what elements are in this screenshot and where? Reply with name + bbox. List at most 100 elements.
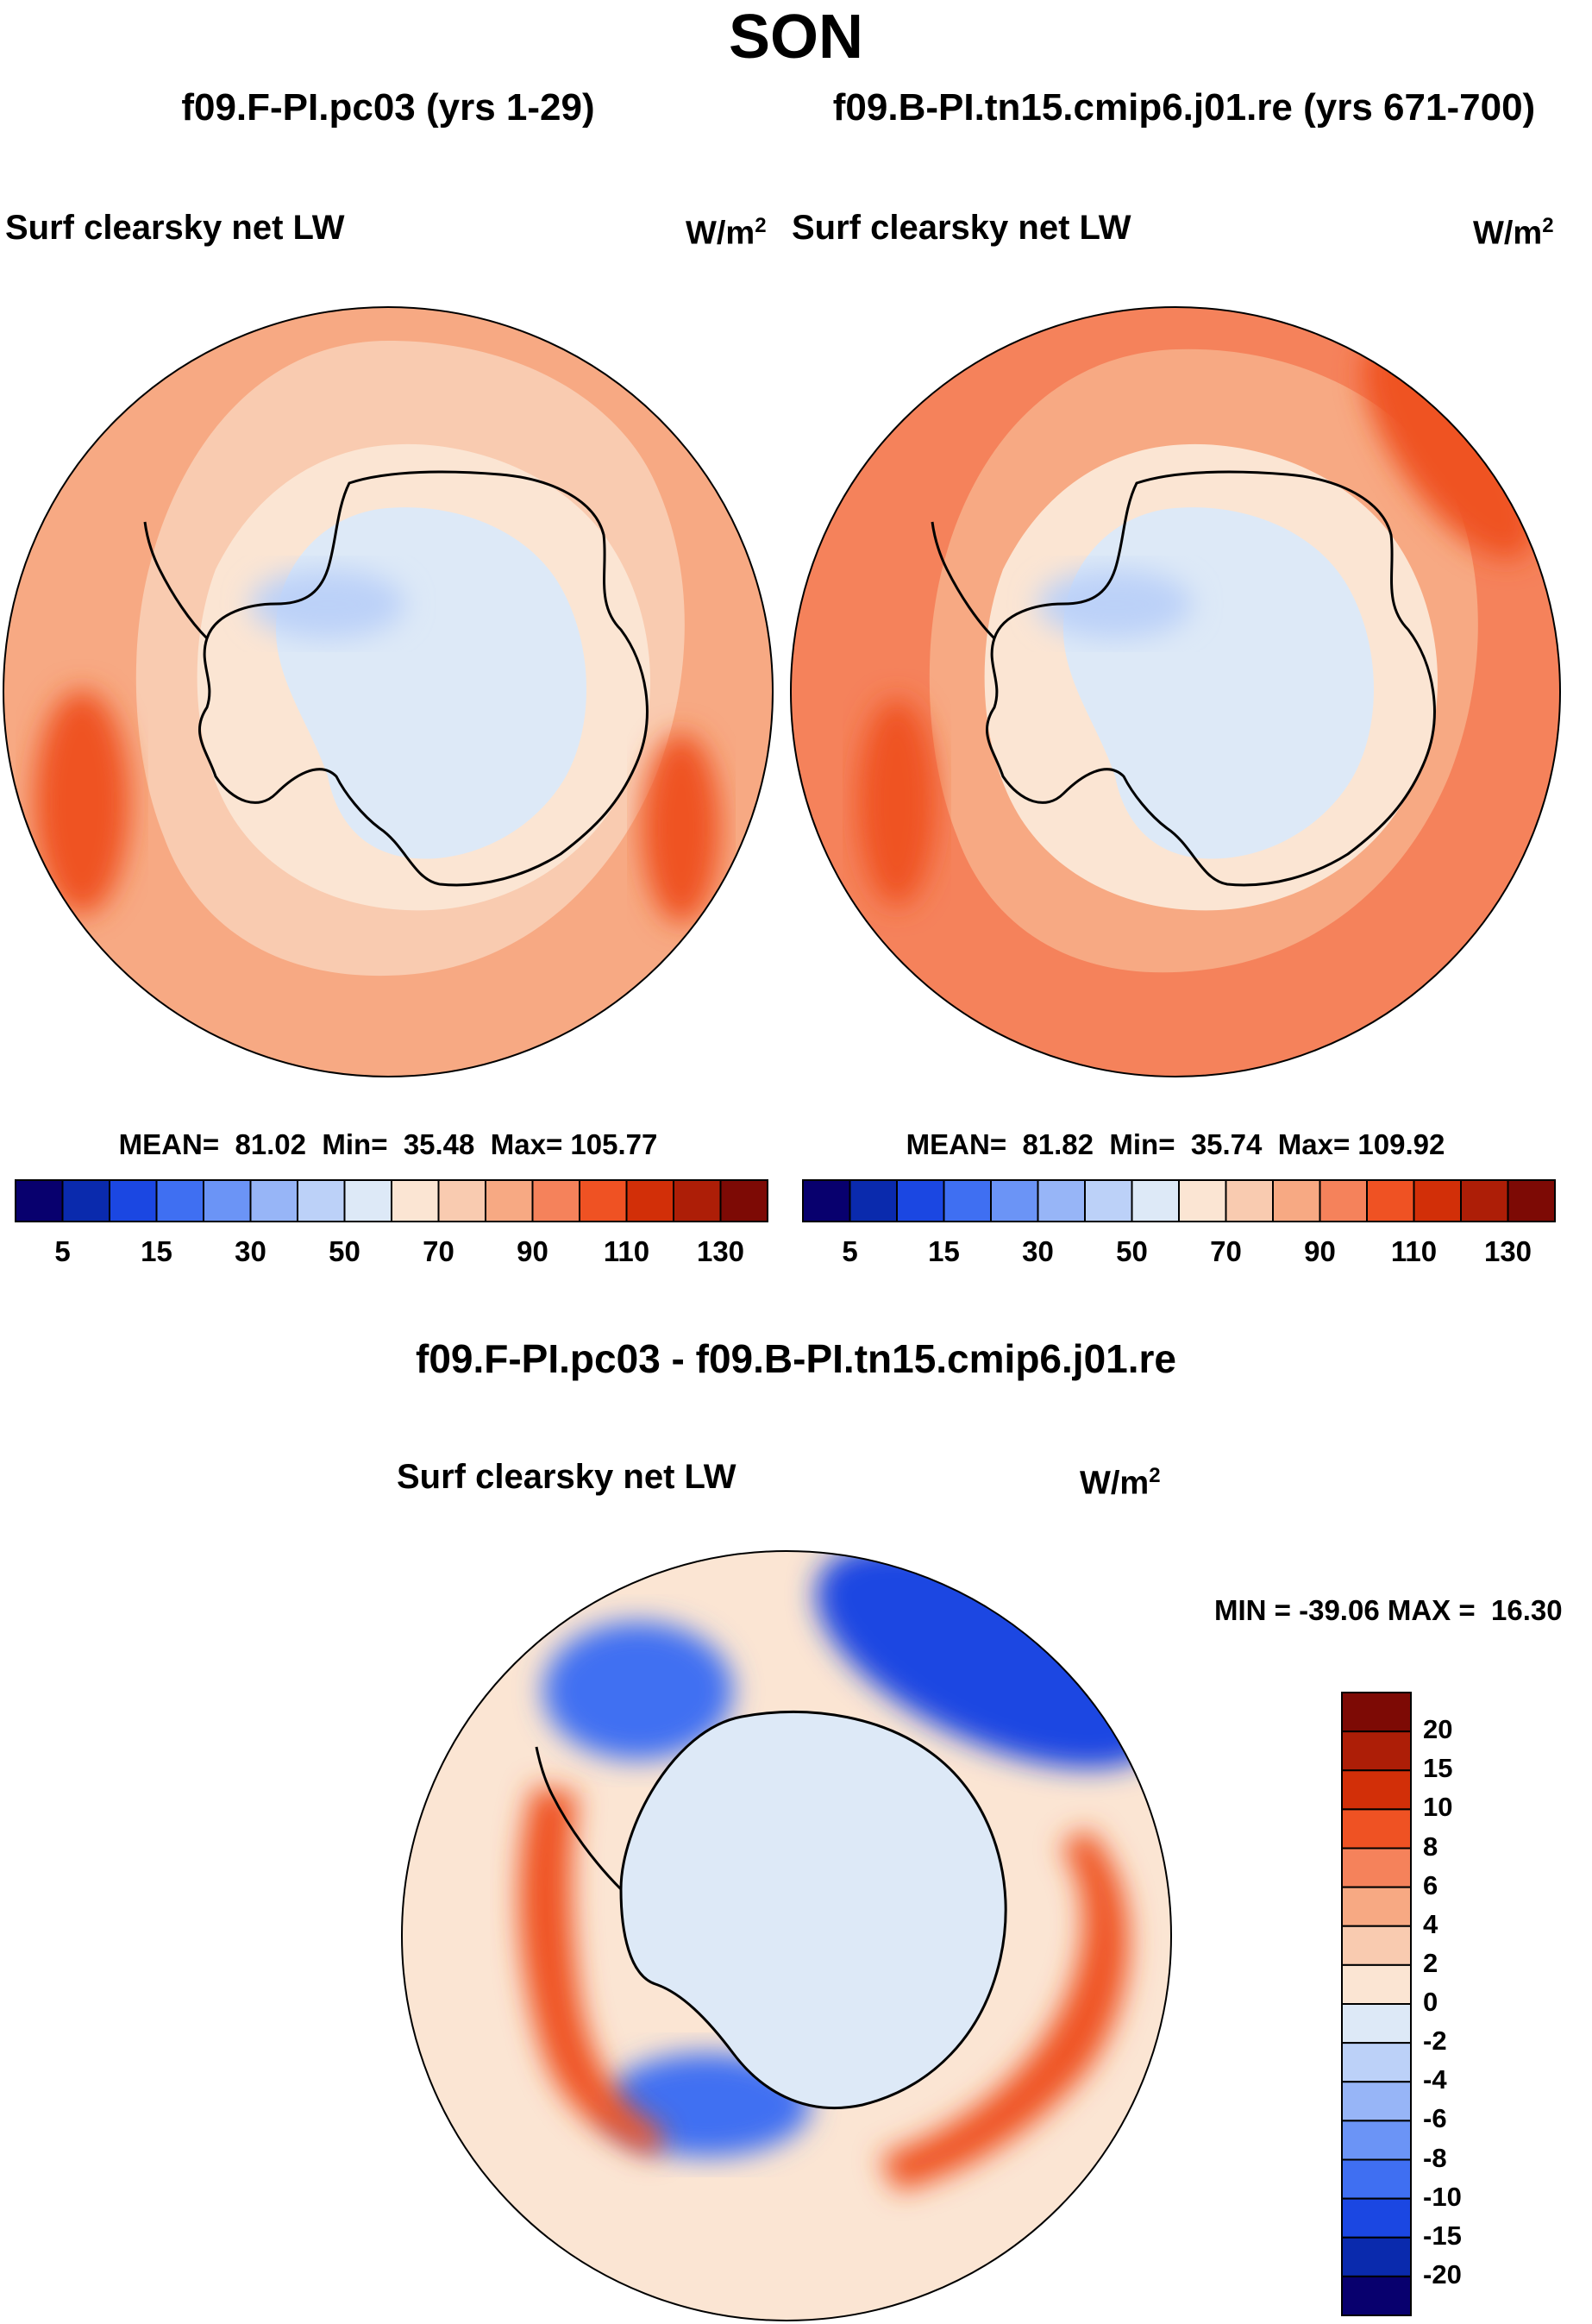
colorbar-difference-swatch-6 bbox=[1341, 1925, 1412, 1966]
mean-label-1: MEAN= bbox=[118, 1128, 220, 1160]
units-label-3: W/m bbox=[1080, 1465, 1150, 1502]
colorbar-map2-swatch-3 bbox=[943, 1179, 992, 1222]
min-value-3: -39.06 bbox=[1299, 1594, 1380, 1626]
map1-warm-patch-west bbox=[34, 690, 129, 914]
colorbar-difference bbox=[1341, 1692, 1412, 2316]
colorbar-map1-swatch-6 bbox=[297, 1179, 346, 1222]
colorbar-map2-tick-label: 5 bbox=[842, 1235, 858, 1267]
diff-negative-ross bbox=[543, 1622, 733, 1760]
colorbar-difference-tick-label: 2 bbox=[1423, 1947, 1438, 1978]
colorbar-difference-tick-label: 4 bbox=[1423, 1908, 1438, 1939]
min-value-1: 35.48 bbox=[403, 1128, 475, 1160]
colorbar-difference-tick-label: -20 bbox=[1423, 2258, 1462, 2289]
colorbar-difference-tick-label: -4 bbox=[1423, 2064, 1447, 2095]
colorbar-map1-swatch-11 bbox=[531, 1179, 580, 1222]
colorbar-map2-swatch-6 bbox=[1084, 1179, 1133, 1222]
colorbar-map1-swatch-10 bbox=[485, 1179, 534, 1222]
units-exponent-1: 2 bbox=[755, 214, 767, 237]
colorbar-map2-tick-label: 70 bbox=[1210, 1235, 1242, 1267]
colorbar-difference-tick-label: -6 bbox=[1423, 2103, 1447, 2134]
colorbar-map2-tick-label: 50 bbox=[1116, 1235, 1148, 1267]
colorbar-map2-swatch-14 bbox=[1460, 1179, 1509, 1222]
diff-antarctica-coastline bbox=[619, 1710, 1007, 2109]
colorbar-difference-tick-label: -15 bbox=[1423, 2220, 1462, 2251]
units-label-1: W/m bbox=[686, 215, 755, 252]
map2-antarctica-coastline bbox=[985, 470, 1436, 887]
map1-warm-patch-east bbox=[642, 733, 720, 923]
colorbar-map1-tick-label: 15 bbox=[141, 1235, 172, 1267]
colorbar-map1-swatch-15 bbox=[719, 1179, 768, 1222]
colorbar-difference-tick-label: 6 bbox=[1423, 1869, 1438, 1900]
diff-min-max: MIN = -39.06 MAX = 16.30 bbox=[1214, 1594, 1563, 1627]
min-label-2: Min= bbox=[1109, 1128, 1175, 1160]
min-value-2: 35.74 bbox=[1190, 1128, 1263, 1160]
diff-antarctic-peninsula bbox=[535, 1746, 623, 1891]
colorbar-map1-tick-label: 90 bbox=[517, 1235, 548, 1267]
colorbar-map1-swatch-5 bbox=[249, 1179, 298, 1222]
case-title-2: f09.B-PI.tn15.cmip6.j01.re (yrs 671-700) bbox=[832, 86, 1536, 129]
colorbar-map1-tick-label: 5 bbox=[54, 1235, 71, 1267]
colorbar-map1-tick-label: 30 bbox=[235, 1235, 266, 1267]
colorbar-map2-swatch-0 bbox=[802, 1179, 851, 1222]
colorbar-difference-swatch-12 bbox=[1341, 2158, 1412, 2200]
map2-antarctic-peninsula bbox=[931, 521, 996, 640]
min-label-1: Min= bbox=[322, 1128, 388, 1160]
colorbar-map2-tick-label: 90 bbox=[1304, 1235, 1336, 1267]
colorbar-map2-swatch-7 bbox=[1131, 1179, 1180, 1222]
colorbar-map2-swatch-9 bbox=[1225, 1179, 1274, 1222]
map-panel-2 bbox=[790, 306, 1561, 1077]
map1-antarctica-coastline bbox=[197, 470, 649, 887]
colorbar-map1-swatch-13 bbox=[625, 1179, 674, 1222]
variable-title-1: Surf clearsky net LW bbox=[5, 209, 345, 247]
colorbar-difference-tick-label: 15 bbox=[1423, 1753, 1453, 1784]
colorbar-map1-tick-label: 70 bbox=[423, 1235, 454, 1267]
colorbar-map1-swatch-2 bbox=[109, 1179, 158, 1222]
colorbar-map1-swatch-12 bbox=[579, 1179, 628, 1222]
max-value-1: 105.77 bbox=[570, 1128, 658, 1160]
units-1: W/m2 bbox=[686, 214, 767, 253]
colorbar-map1-swatch-1 bbox=[61, 1179, 110, 1222]
map2-warm-patch-northeast bbox=[1363, 338, 1535, 559]
colorbar-map2 bbox=[802, 1179, 1556, 1222]
colorbar-map1-swatch-7 bbox=[343, 1179, 392, 1222]
map-panel-difference bbox=[401, 1550, 1172, 2321]
mean-label-2: MEAN= bbox=[906, 1128, 1007, 1160]
map2-warm-patch-west bbox=[858, 699, 936, 906]
stats-1: MEAN= 81.02 Min= 35.48 Max= 105.77 bbox=[0, 1128, 776, 1161]
colorbar-difference-swatch-4 bbox=[1341, 1847, 1412, 1888]
colorbar-map2-tick-label: 110 bbox=[1390, 1235, 1438, 1267]
colorbar-difference-swatch-15 bbox=[1341, 2275, 1412, 2316]
colorbar-difference-swatch-9 bbox=[1341, 2042, 1412, 2083]
colorbar-map2-swatch-2 bbox=[896, 1179, 945, 1222]
map1-cool-patch-ross bbox=[250, 569, 405, 638]
colorbar-map2-swatch-4 bbox=[990, 1179, 1039, 1222]
units-2: W/m2 bbox=[1473, 214, 1554, 253]
colorbar-map2-swatch-5 bbox=[1037, 1179, 1086, 1222]
colorbar-map1-swatch-4 bbox=[203, 1179, 252, 1222]
colorbar-map2-swatch-10 bbox=[1272, 1179, 1321, 1222]
colorbar-difference-tick-label: -8 bbox=[1423, 2142, 1447, 2173]
max-value-3: 16.30 bbox=[1490, 1594, 1563, 1626]
colorbar-difference-swatch-1 bbox=[1341, 1730, 1412, 1772]
diff-antarctic-interior bbox=[621, 1712, 1006, 2108]
colorbar-difference-swatch-3 bbox=[1341, 1808, 1412, 1850]
colorbar-map1-tick-label: 130 bbox=[696, 1235, 745, 1267]
units-3: W/m2 bbox=[1080, 1464, 1161, 1503]
colorbar-map2-swatch-12 bbox=[1366, 1179, 1415, 1222]
mean-value-1: 81.02 bbox=[235, 1128, 307, 1160]
colorbar-difference-swatch-0 bbox=[1341, 1692, 1412, 1733]
colorbar-difference-tick-label: -10 bbox=[1423, 2181, 1462, 2212]
map2-boundary bbox=[790, 306, 1561, 1077]
colorbar-map1-swatch-14 bbox=[673, 1179, 722, 1222]
max-value-2: 109.92 bbox=[1357, 1128, 1445, 1160]
variable-title-2: Surf clearsky net LW bbox=[792, 209, 1131, 247]
map1-antarctic-peninsula bbox=[143, 521, 209, 640]
diff-boundary bbox=[401, 1550, 1172, 2321]
stats-2: MEAN= 81.82 Min= 35.74 Max= 109.92 bbox=[787, 1128, 1564, 1161]
colorbar-map2-tick-label: 130 bbox=[1483, 1235, 1532, 1267]
mean-value-2: 81.82 bbox=[1022, 1128, 1094, 1160]
difference-title: f09.F-PI.pc03 - f09.B-PI.tn15.cmip6.j01.… bbox=[416, 1336, 1176, 1381]
diff-negative-pacific bbox=[816, 1551, 1168, 1768]
colorbar-map2-swatch-11 bbox=[1319, 1179, 1368, 1222]
